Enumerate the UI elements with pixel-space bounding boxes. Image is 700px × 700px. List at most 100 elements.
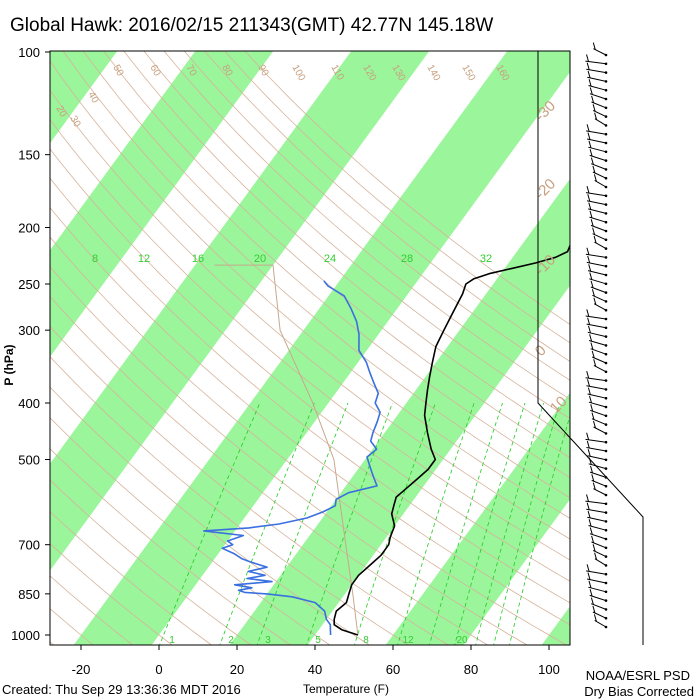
dry-adiabat-line: [50, 575, 134, 645]
wind-barb: [586, 447, 607, 452]
mixing-ratio-label: 12: [138, 253, 150, 265]
dry-adiabat-line: [224, 51, 570, 344]
wind-barb-feather: [588, 457, 592, 465]
wind-barb-station: [604, 616, 608, 620]
wind-barb: [588, 463, 607, 470]
wind-barb-feather: [593, 420, 596, 429]
dry-adiabat-line: [50, 479, 252, 645]
wind-barb: [591, 541, 607, 549]
wind-barb-feather: [592, 227, 596, 235]
wind-barb: [587, 76, 607, 82]
wind-barb-feather: [590, 219, 594, 227]
wind-barb-feather: [591, 350, 595, 359]
dry-adiabat-label: 60: [147, 63, 162, 79]
wind-barb-feather: [587, 194, 591, 202]
wind-barb-feather: [586, 62, 590, 70]
wind-barb-station: [604, 467, 608, 470]
dry-adiabat-line: [50, 326, 449, 645]
dry-adiabat-line: [50, 417, 331, 645]
dry-adiabat-label: 30: [67, 114, 82, 130]
wind-barb-station: [604, 53, 608, 57]
wind-barb-station: [604, 115, 608, 118]
wind-barb-feather: [587, 317, 591, 325]
mixing-ratio-label: 16: [192, 253, 204, 265]
dry-adiabat-label: 20: [53, 104, 68, 120]
wind-barb: [585, 60, 607, 65]
dry-adiabat-label: 150: [459, 63, 477, 83]
wind-barb: [586, 68, 607, 74]
wind-barb-station: [604, 71, 608, 74]
dry-adiabat-line: [163, 51, 570, 400]
mixing-ratio-label: 12: [402, 635, 414, 646]
wind-barb: [591, 603, 607, 610]
created-timestamp: Created: Thu Sep 29 13:36:36 MDT 2016: [2, 682, 241, 697]
isotherm-band: [50, 51, 430, 571]
wind-barb-feather: [591, 95, 595, 104]
wind-barb: [586, 261, 607, 267]
wind-barb-station: [604, 308, 608, 312]
wind-barb: [594, 558, 607, 566]
isotherm-bands: [50, 51, 570, 645]
wind-barb-station: [604, 212, 608, 215]
mixing-ratio-label: 20: [456, 635, 468, 646]
wind-barb: [592, 233, 607, 241]
wind-barb-feather: [592, 544, 596, 552]
mixing-ratio-lines: [159, 402, 570, 645]
wind-barb: [592, 171, 607, 179]
isotherm-label: -20: [532, 175, 559, 202]
wind-barb: [585, 192, 607, 197]
dry-adiabat-line: [203, 51, 570, 362]
wind-barb-station: [604, 476, 608, 479]
wind-barb-feather: [590, 157, 594, 165]
isotherm-band: [385, 392, 570, 645]
wind-barb-station: [604, 581, 608, 585]
wind-barb: [587, 331, 607, 338]
wind-barb-station: [604, 168, 608, 171]
wind-barb: [594, 619, 607, 628]
wind-barb: [590, 286, 607, 294]
dry-adiabat-line: [103, 51, 570, 459]
wind-barb-feather: [591, 474, 595, 482]
wind-barb: [588, 208, 607, 214]
wind-barb-station: [604, 608, 608, 611]
wind-barb: [589, 93, 607, 100]
wind-barb: [585, 500, 607, 505]
dry-adiabat-label: 50: [110, 63, 125, 79]
mixing-ratio-line: [475, 402, 545, 645]
wind-barb-feather: [592, 482, 596, 490]
wind-barb-station: [604, 599, 608, 602]
wind-barb: [592, 356, 607, 364]
wind-barb: [587, 270, 607, 276]
wind-barb-station: [604, 317, 608, 321]
wind-barb-station: [604, 176, 608, 180]
wind-barb-feather: [592, 42, 596, 50]
mixing-ratio-label: 32: [480, 253, 492, 265]
wind-barb: [585, 377, 607, 382]
wind-barb-station: [604, 528, 608, 532]
dry-adiabat-line: [50, 207, 570, 626]
wind-barb-feather: [593, 174, 597, 182]
wind-barb-feather: [588, 202, 592, 210]
y-tick-label: 700: [18, 538, 40, 553]
bias-note: Dry Bias Corrected: [584, 684, 694, 699]
wind-barb-station: [604, 361, 608, 365]
wind-barbs-panel: [537, 42, 644, 645]
dry-adiabat-label: 40: [85, 90, 100, 106]
wind-barb: [588, 401, 607, 408]
wind-barb-feather: [586, 564, 590, 572]
wind-barb: [586, 508, 607, 514]
dry-adiabat-line: [123, 51, 570, 439]
wind-barb-feather: [588, 519, 592, 527]
wind-barb: [591, 418, 607, 426]
wind-barb-station: [604, 625, 608, 629]
wind-barb-feather: [586, 432, 590, 440]
wind-barb: [592, 549, 607, 558]
wind-barb-feather: [592, 104, 596, 112]
wind-barb: [592, 294, 607, 302]
wind-barb-station: [604, 264, 608, 268]
wind-barb: [593, 488, 607, 496]
wind-barb-feather: [592, 605, 596, 614]
wind-barb: [593, 303, 607, 311]
wind-barb: [588, 586, 607, 593]
